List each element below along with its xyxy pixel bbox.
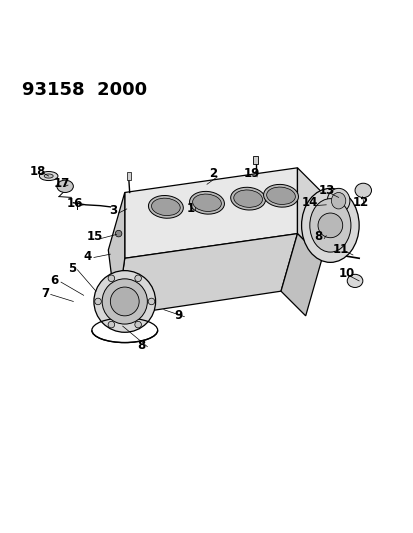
Ellipse shape: [189, 191, 224, 214]
Text: 2: 2: [209, 167, 217, 181]
Circle shape: [110, 287, 139, 316]
Text: 6: 6: [51, 274, 59, 287]
Ellipse shape: [192, 194, 221, 212]
Circle shape: [135, 275, 141, 281]
Circle shape: [94, 271, 155, 332]
Circle shape: [95, 298, 101, 305]
Ellipse shape: [266, 187, 294, 205]
Ellipse shape: [309, 199, 350, 252]
Ellipse shape: [151, 198, 180, 215]
Text: 3: 3: [109, 205, 117, 217]
Text: 15: 15: [87, 230, 103, 244]
Ellipse shape: [327, 188, 349, 213]
Circle shape: [317, 213, 342, 238]
Polygon shape: [297, 168, 321, 259]
Text: 1: 1: [186, 203, 194, 215]
Text: 8: 8: [314, 230, 322, 244]
Ellipse shape: [263, 184, 298, 207]
Ellipse shape: [39, 172, 58, 181]
Text: 19: 19: [242, 167, 259, 181]
Ellipse shape: [347, 274, 362, 287]
Text: 10: 10: [338, 268, 354, 280]
Ellipse shape: [354, 183, 370, 198]
Ellipse shape: [301, 188, 358, 262]
Text: 9: 9: [174, 309, 182, 321]
Text: 4: 4: [83, 250, 92, 263]
Text: 8: 8: [137, 339, 145, 352]
Circle shape: [148, 298, 154, 305]
Polygon shape: [116, 233, 297, 316]
Circle shape: [115, 230, 121, 237]
Circle shape: [135, 321, 141, 328]
Text: 14: 14: [301, 196, 317, 209]
Bar: [252, 156, 257, 164]
Text: 12: 12: [352, 196, 368, 209]
Text: 93158  2000: 93158 2000: [22, 82, 147, 100]
Ellipse shape: [148, 196, 183, 218]
Ellipse shape: [230, 187, 265, 210]
Circle shape: [108, 321, 114, 328]
Text: 18: 18: [29, 165, 46, 177]
Text: 13: 13: [318, 184, 335, 197]
Polygon shape: [280, 233, 321, 316]
Text: 11: 11: [332, 243, 348, 256]
Text: 7: 7: [42, 287, 50, 300]
Ellipse shape: [44, 174, 53, 178]
Polygon shape: [124, 168, 297, 259]
Ellipse shape: [330, 192, 345, 209]
Text: 16: 16: [66, 198, 83, 211]
Ellipse shape: [57, 180, 73, 192]
Ellipse shape: [233, 190, 262, 207]
Polygon shape: [108, 192, 124, 316]
Text: 5: 5: [68, 262, 76, 275]
Circle shape: [108, 275, 114, 281]
Text: 17: 17: [54, 177, 70, 190]
Bar: [126, 172, 131, 180]
Circle shape: [102, 279, 147, 324]
